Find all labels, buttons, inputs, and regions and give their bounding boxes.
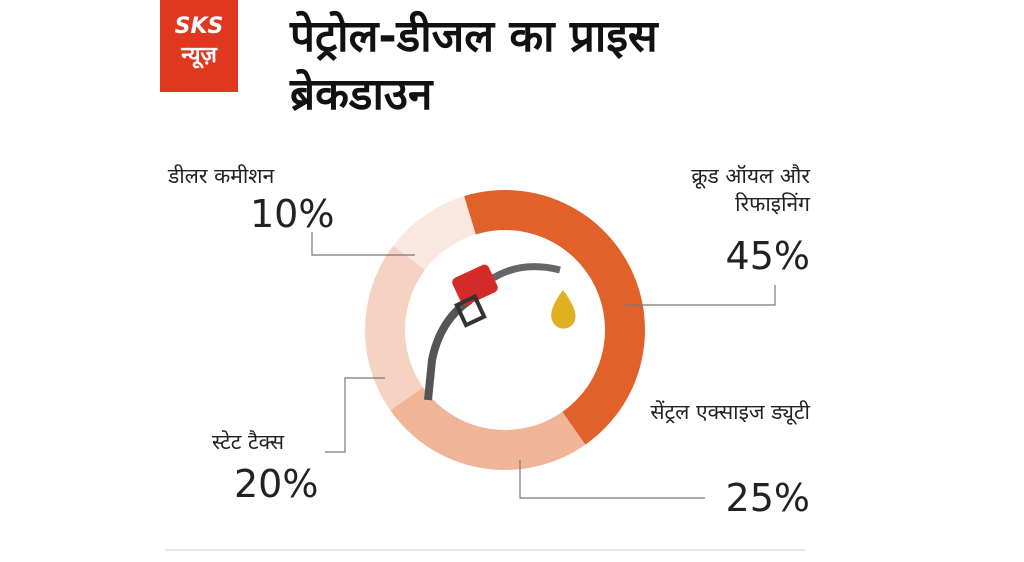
logo: SKS न्यूज़ xyxy=(160,0,238,92)
connector xyxy=(325,377,385,453)
donut-segment xyxy=(365,245,426,411)
connector xyxy=(311,232,415,256)
value-label: 10% xyxy=(250,192,335,236)
donut-segment xyxy=(393,196,476,270)
connector xyxy=(625,285,776,306)
category-label: सेंट्रल एक्साइज ड्यूटी xyxy=(650,400,810,424)
connector xyxy=(519,460,705,499)
chart-title: पेट्रोल-डीजल का प्राइस ब्रेकडाउन xyxy=(290,11,658,120)
value-label: 25% xyxy=(725,476,810,520)
value-label: 20% xyxy=(234,462,319,506)
donut-segment xyxy=(390,387,586,470)
category-label: क्रूड ऑयल और रिफाइनिंग xyxy=(691,164,810,216)
fuel-pump-icon xyxy=(424,263,576,401)
logo-text: न्यूज़ xyxy=(181,43,217,68)
value-label: 45% xyxy=(725,234,810,278)
category-label: स्टेट टैक्स xyxy=(212,430,285,454)
donut-segment xyxy=(464,190,645,445)
category-label: डीलर कमीशन xyxy=(168,164,275,188)
logo-text: SKS xyxy=(174,14,224,39)
connectors xyxy=(311,232,776,499)
